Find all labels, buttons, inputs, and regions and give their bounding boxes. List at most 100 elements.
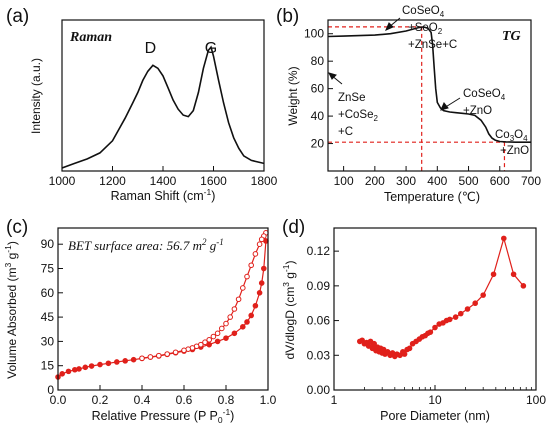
pore-point <box>401 351 408 357</box>
desorption-point <box>244 273 250 280</box>
svg-text:+ZnO: +ZnO <box>500 145 529 157</box>
adsorption-point <box>97 361 103 368</box>
x-axis-b-tick-label: 300 <box>396 174 416 188</box>
pore-point <box>480 292 486 298</box>
y-axis-b-tick-label: 100 <box>304 27 324 41</box>
x-axis-c-tick-label: 0.6 <box>176 393 193 407</box>
adsorption-point <box>244 319 250 325</box>
axis-ticks-c: 0.0 0.2 0.4 0.6 0.8 1.0 0 15 30 45 60 75 90 <box>41 237 277 407</box>
annotation-arrows-b <box>328 17 461 111</box>
desorption-point <box>231 306 238 312</box>
x-axis-label-c: Relative Pressure (P P0-1) <box>92 407 235 425</box>
x-axis-b-tick-label: 200 <box>365 174 385 188</box>
x-axis-a-tick-label: 1200 <box>99 174 126 188</box>
adsorption-point <box>223 335 229 341</box>
pore-point <box>406 345 413 352</box>
y-axis-c-tick-label: 60 <box>41 286 55 300</box>
y-axis-c-tick-label: 45 <box>41 310 55 324</box>
svg-text:+ZnO: +ZnO <box>463 105 492 117</box>
adsorption-point <box>88 363 95 369</box>
svg-text:Co3O4: Co3O4 <box>495 129 528 143</box>
axis-ticks-d: 1 10 100 0.00 0.03 0.06 0.09 0.12 <box>307 244 547 407</box>
peak-label-G: G <box>205 40 217 57</box>
pore-point <box>457 310 464 317</box>
adsorption-point <box>114 359 120 365</box>
adsorption-point <box>82 364 89 371</box>
raman-spectrum <box>62 45 264 169</box>
svg-text:CoSeO4: CoSeO4 <box>402 5 445 19</box>
x-axis-c-tick-label: 1.0 <box>260 393 277 407</box>
y-axis-label-d: dV/dlogD (cm3 g-1) <box>281 260 297 359</box>
desorption-point <box>147 354 154 360</box>
annotation-znse: ZnSe +CoSe2 +C <box>338 92 378 138</box>
desorption-point <box>164 351 170 357</box>
pore-distribution-series <box>356 235 527 360</box>
x-axis-b-tick-label: 600 <box>490 174 510 188</box>
adsorption-point <box>214 338 221 345</box>
desorption-point <box>223 320 229 327</box>
svg-text:CoSeO4: CoSeO4 <box>463 88 506 102</box>
adsorption-point <box>105 360 112 367</box>
pore-line <box>359 236 524 358</box>
plot-frame-d <box>333 227 537 391</box>
raman-line <box>62 45 264 169</box>
adsorption-point <box>240 324 246 330</box>
isotherm-series <box>55 230 269 380</box>
pore-point <box>427 329 434 335</box>
x-axis-b-tick-label: 500 <box>459 174 479 188</box>
plot-frame-a <box>61 19 265 172</box>
x-axis-b-tick-label: 700 <box>521 174 541 188</box>
adsorption-point <box>122 358 128 364</box>
adsorption-point <box>258 280 265 286</box>
desorption-point <box>248 262 254 269</box>
panel-label-b: (b) <box>276 6 299 27</box>
y-axis-b-tick-label: 80 <box>311 54 325 68</box>
pore-point <box>501 235 507 242</box>
panel-d: (d) 1 10 100 0.00 0.03 0.06 0.09 0.12 Pore Diam… <box>281 217 546 423</box>
desorption-point <box>256 241 263 247</box>
adsorption-point <box>59 371 66 377</box>
x-axis-a-tick-label: 1800 <box>251 174 278 188</box>
svg-text:+ZnSe+C: +ZnSe+C <box>408 39 457 51</box>
x-axis-c-tick-label: 0.0 <box>50 393 67 407</box>
adsorption-point <box>65 368 72 375</box>
x-axis-label-a: Raman Shift (cm-1) <box>111 187 216 203</box>
x-axis-c-tick-label: 0.2 <box>92 393 109 407</box>
x-axis-c-tick-label: 0.8 <box>218 393 235 407</box>
peak-label-D: D <box>145 40 157 57</box>
adsorption-point <box>76 366 82 372</box>
x-axis-d-tick-label: 100 <box>526 393 546 407</box>
pore-point <box>472 300 478 307</box>
desorption-point <box>214 330 221 337</box>
y-axis-d-tick-label: 0.03 <box>307 348 331 362</box>
x-axis-c-tick-label: 0.4 <box>134 393 151 407</box>
pore-point <box>464 306 471 312</box>
y-axis-c-tick-label: 0 <box>47 383 54 397</box>
desorption-point <box>181 347 187 354</box>
x-axis-b-tick-label: 100 <box>334 174 354 188</box>
pore-point <box>490 271 497 278</box>
panel-label-c: (c) <box>6 217 28 238</box>
desorption-point <box>219 325 225 332</box>
y-axis-b-tick-label: 60 <box>311 82 325 96</box>
desorption-point <box>139 355 145 362</box>
desorption-point <box>206 336 212 343</box>
y-axis-c-tick-label: 90 <box>41 237 55 251</box>
desorption-point <box>252 251 259 257</box>
desorption-point <box>156 352 162 359</box>
x-axis-a-tick-label: 1000 <box>49 174 76 188</box>
adsorption-point <box>256 290 263 296</box>
annotation-co3o4-zno: Co3O4 +ZnO <box>495 129 529 157</box>
tg-title: TG <box>502 29 521 44</box>
x-axis-label-b: Temperature (℃) <box>384 190 480 204</box>
svg-text:+SeO2: +SeO2 <box>408 22 443 36</box>
reference-lines-b <box>328 26 506 171</box>
y-axis-c-tick-label: 15 <box>41 359 55 373</box>
y-axis-c-tick-label: 30 <box>41 334 55 348</box>
desorption-point <box>227 314 233 320</box>
svg-text:+C: +C <box>338 126 353 138</box>
panel-c: (c) 0.0 0.2 0.4 0.6 0.8 1.0 0 15 30 45 60 75 90 BET … <box>3 217 277 425</box>
y-axis-label-a: Intensity (a.u.) <box>29 58 43 134</box>
